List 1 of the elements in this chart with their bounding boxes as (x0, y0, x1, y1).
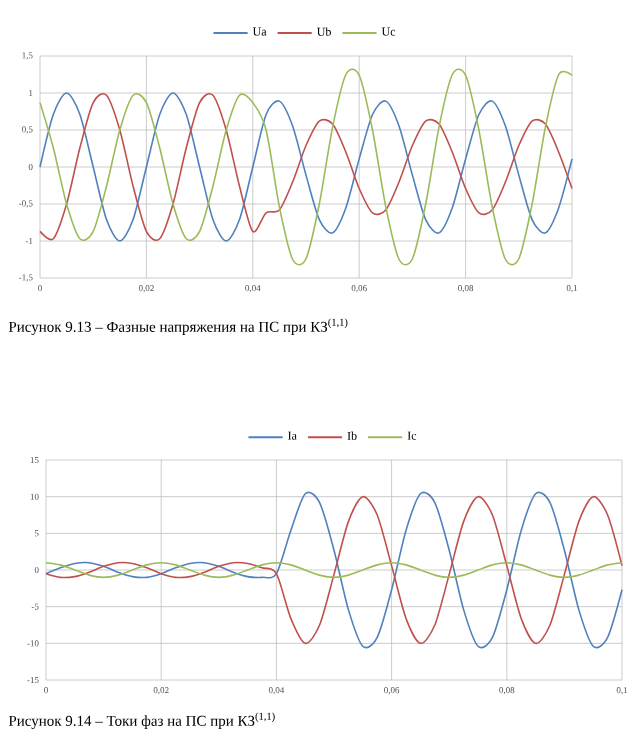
line-series (45, 561, 623, 579)
